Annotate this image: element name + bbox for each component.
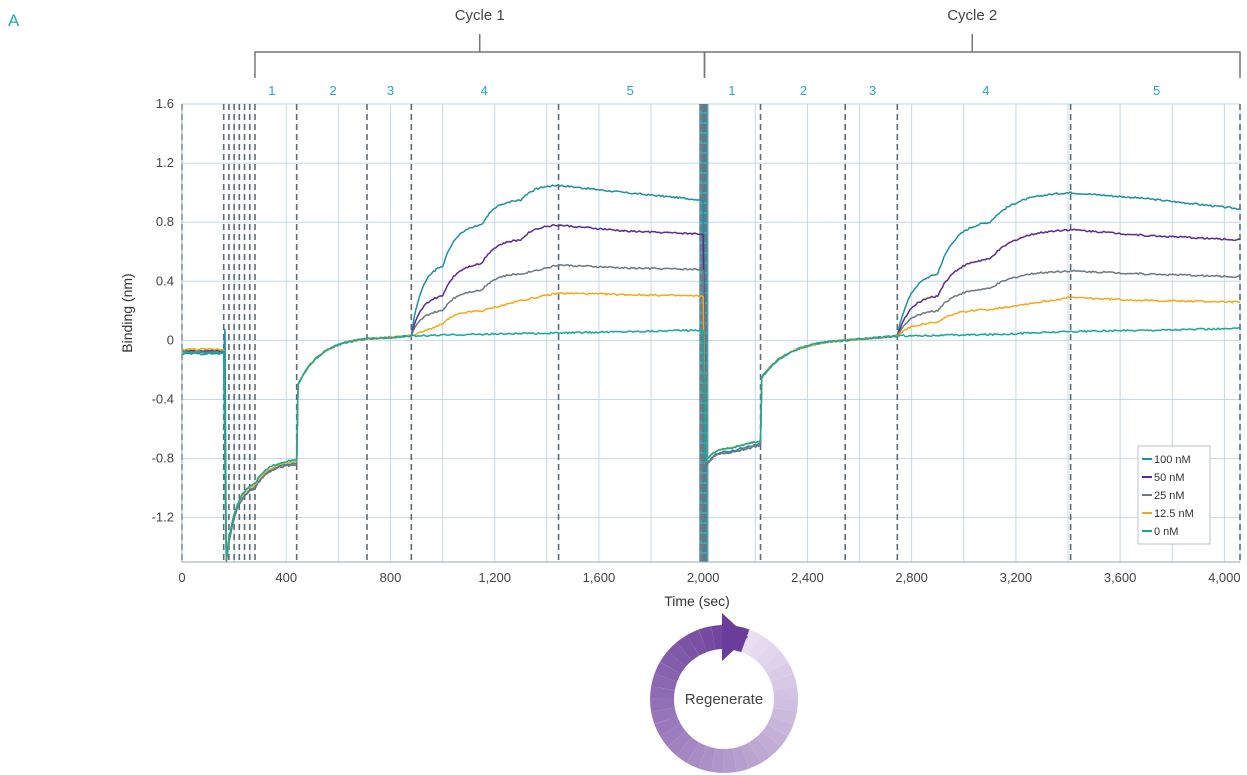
panel-label: A [8,11,20,30]
regen-ring-segment [755,730,781,756]
x-tick-label: 0 [178,570,185,585]
y-tick-label: -0.8 [152,451,174,466]
regen-ring-segment [723,748,737,773]
axes: 0 400 800 1,200 1,600 2,000 2,400 2,800 3,200 3,6… [119,96,1241,609]
phase-label: 2 [800,83,807,98]
x-tick-label: 3,200 [1000,570,1033,585]
regen-ring-segment [762,723,789,747]
phase-label: 1 [728,83,735,98]
legend-entry: 12.5 nM [1154,508,1194,520]
phase-label: 2 [330,83,337,98]
grid-lines [181,103,1241,563]
regen-ring-segment [767,662,794,683]
legend: 100 nM 50 nM 25 nM 12.5 nM 0 nM [1137,445,1211,545]
x-axis-title: Time (sec) [664,593,730,609]
y-tick-label: -0.4 [152,391,174,406]
regen-ring-segment [755,642,781,668]
y-tick-label: 0.8 [156,214,174,229]
regen-ring-segment [748,634,772,661]
regen-ring-segment [767,716,794,737]
x-tick-label: 1,600 [583,570,616,585]
regen-ring-segment [659,651,686,675]
regen-ring-segment [773,686,798,700]
regen-ring-segment [651,673,678,691]
x-tick-label: 2,400 [791,570,824,585]
regen-ring-segment [748,737,772,764]
regen-arrow-icon [722,613,748,661]
plot-area [181,103,1241,563]
regen-ring-segment [687,629,708,656]
regen-ring-segment [770,707,797,725]
regen-ring-segment [650,698,675,712]
regen-ring-segment [732,745,750,772]
x-tick-label: 2,000 [687,570,720,585]
series-line [181,327,1241,559]
regen-ring-segment [773,698,798,712]
y-tick-label: 1.6 [156,96,174,111]
regen-ring-segment [651,707,678,725]
regen-ring-segment [676,634,700,661]
phase-label: 5 [627,83,634,98]
cycle-label: Cycle 1 [455,7,505,24]
regen-ring-segment [650,686,675,700]
regen-ring-segment [770,673,797,691]
y-tick-label: 0.4 [156,273,174,288]
regen-ring-segment [654,661,681,682]
phase-label: 3 [869,83,876,98]
regen-ring-segment [659,723,686,747]
regen-ring-segment [676,737,700,764]
legend-entry: 0 nM [1154,526,1178,538]
regen-ring-segment [741,629,762,656]
x-tick-label: 1,200 [478,570,511,585]
y-axis-title: Binding (nm) [119,273,135,352]
cycle-brackets: Cycle 1 Cycle 2 [254,7,1241,78]
regen-ring-segment [667,730,693,756]
y-tick-label: -1.2 [152,510,174,525]
regenerate-label: Regenerate [685,691,763,708]
x-tick-label: 800 [380,570,402,585]
legend-entry: 25 nM [1154,490,1185,502]
x-tick-label: 400 [275,570,297,585]
regen-ring-segment [686,742,707,769]
cycle-bracket [254,51,706,78]
regen-ring-segment [698,626,716,653]
x-tick-label: 4,000 [1208,570,1241,585]
phase-label: 5 [1153,83,1160,98]
regen-ring-segment [667,642,693,668]
x-tick-label: 2,800 [895,570,928,585]
cycle-bracket [703,51,1241,78]
phase-label: 4 [982,83,989,98]
y-tick-label: 0 [167,332,174,347]
regen-ring-segment [711,748,725,773]
legend-entry: 100 nM [1154,454,1191,466]
regen-ring-segment [698,745,716,772]
regen-ring-segment [762,651,789,675]
legend-entry: 50 nM [1154,472,1185,484]
regen-ring-segment [740,742,761,769]
x-tick-label: 3,600 [1104,570,1137,585]
phase-label: 3 [387,83,394,98]
regenerate-diagram: Regenerate [650,613,798,773]
regen-ring-segment [654,715,681,736]
phase-label: 4 [481,83,488,98]
cycle-label: Cycle 2 [947,7,997,24]
y-tick-label: 1.2 [156,155,174,170]
phase-labels: 1 2 3 4 5 1 2 3 4 5 [268,83,1160,98]
series-lines [181,184,1241,563]
phase-label: 1 [268,83,275,98]
